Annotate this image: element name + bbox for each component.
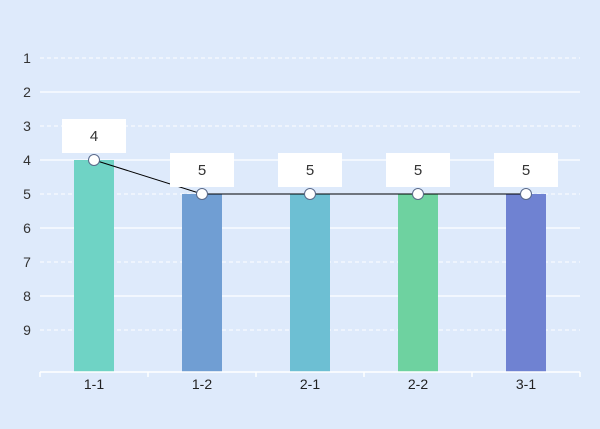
y-tick-label: 6 [23,220,31,236]
data-label-box [278,153,342,187]
line-point [520,188,532,200]
y-tick-label: 3 [23,118,31,134]
data-label: 4 [90,128,98,145]
data-label: 5 [306,162,314,179]
data-labels: 4 5 5 5 5 [62,119,558,187]
line-series [88,154,532,200]
x-tick-label: 2-2 [408,376,428,392]
y-tick-label: 1 [23,50,31,66]
y-tick-label: 4 [23,152,31,168]
line-point [196,188,208,200]
y-tick-label: 9 [23,322,31,338]
y-tick-label: 8 [23,288,31,304]
x-tick-label: 1-1 [84,376,104,392]
bar [182,194,222,372]
y-axis: 1 2 3 4 5 6 7 8 9 [23,50,31,338]
data-label: 5 [198,162,206,179]
x-tick-label: 3-1 [516,376,536,392]
data-label-box [62,119,126,153]
x-tick-label: 2-1 [300,376,320,392]
y-tick-label: 7 [23,254,31,270]
data-label-box [494,153,558,187]
bar [398,194,438,372]
x-axis: 1-1 1-2 2-1 2-2 3-1 [39,371,581,392]
line-point [304,188,316,200]
data-label: 5 [414,162,422,179]
bar [506,194,546,372]
data-label: 5 [522,162,530,179]
line-point [88,154,100,166]
y-tick-label: 2 [23,84,31,100]
bar [74,160,114,372]
bars [74,160,546,372]
data-label-box [386,153,450,187]
line-point [412,188,424,200]
bar [290,194,330,372]
x-tick-label: 1-2 [192,376,212,392]
y-tick-label: 5 [23,186,31,202]
data-label-box [170,153,234,187]
